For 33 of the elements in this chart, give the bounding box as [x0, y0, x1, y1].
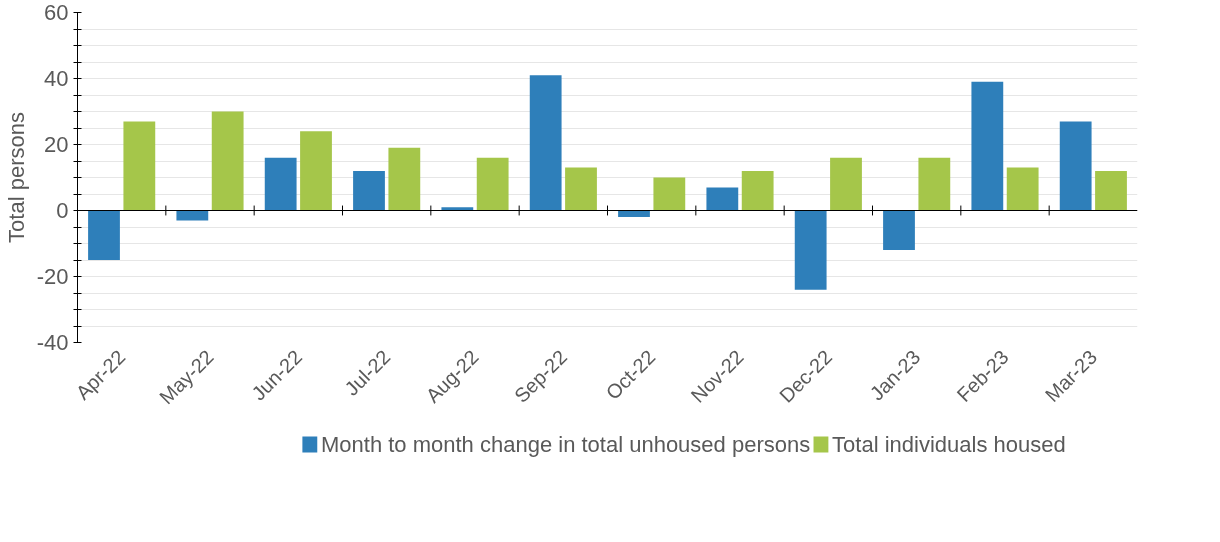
bar: [706, 187, 739, 211]
bar: [830, 157, 862, 211]
bar: [618, 210, 650, 218]
bar: [1095, 170, 1127, 211]
bar: [565, 167, 597, 211]
bar: [388, 147, 421, 211]
bar: [441, 207, 474, 211]
bar: [529, 75, 562, 211]
bar: [653, 177, 686, 211]
bar: [300, 131, 332, 211]
bar: [88, 210, 120, 260]
bar: [264, 157, 297, 211]
legend-label: Total individuals housed: [832, 432, 1066, 457]
bar: [741, 170, 774, 211]
bar: [123, 121, 156, 211]
bar: [1006, 167, 1039, 211]
y-tick-label: -20: [36, 264, 69, 289]
y-tick-label: 60: [44, 0, 69, 25]
bar: [211, 111, 244, 211]
y-tick-label: -40: [36, 330, 69, 355]
bar: [176, 210, 209, 221]
bar: [1059, 121, 1092, 211]
y-tick-label: 0: [56, 198, 69, 223]
legend-label: Month to month change in total unhoused persons: [320, 432, 811, 457]
y-axis-title: Total persons: [3, 112, 29, 243]
bar: [883, 210, 915, 251]
bar: [794, 210, 827, 290]
bar: [476, 157, 509, 211]
bar: [918, 157, 951, 211]
y-tick-label: 40: [44, 66, 69, 91]
y-tick-label: 20: [44, 132, 69, 157]
bar: [353, 170, 385, 211]
bar: [971, 81, 1004, 211]
